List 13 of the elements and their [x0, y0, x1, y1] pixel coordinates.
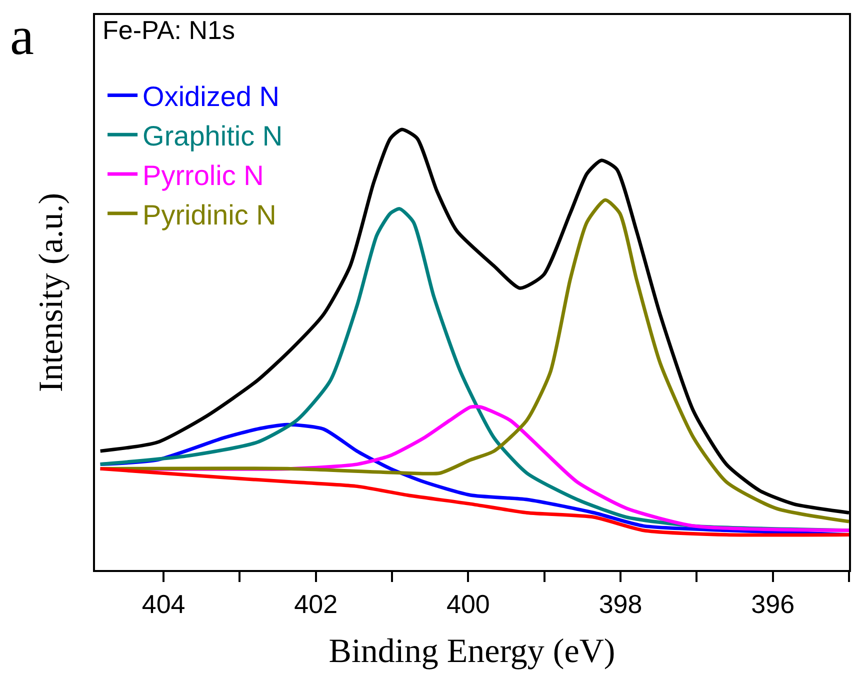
legend-label: Pyrrolic N	[142, 160, 264, 191]
x-axis-title: Binding Energy (eV)	[328, 633, 616, 670]
text: a	[10, 6, 34, 66]
x-tick-label: 400	[446, 589, 490, 620]
legend-label: Oxidized N	[142, 81, 280, 112]
y-axis-title: Intensity (a.u.)	[33, 192, 70, 392]
x-tick-label: 402	[294, 589, 338, 620]
legend-label: Graphitic N	[142, 120, 283, 152]
x-tick-label: 404	[142, 589, 186, 620]
chart-title: Fe-PA: N1s	[102, 14, 235, 45]
legend-label: Pyridinic N	[142, 199, 276, 230]
x-tick-label: 396	[751, 589, 795, 620]
x-tick-label: 398	[598, 589, 642, 620]
